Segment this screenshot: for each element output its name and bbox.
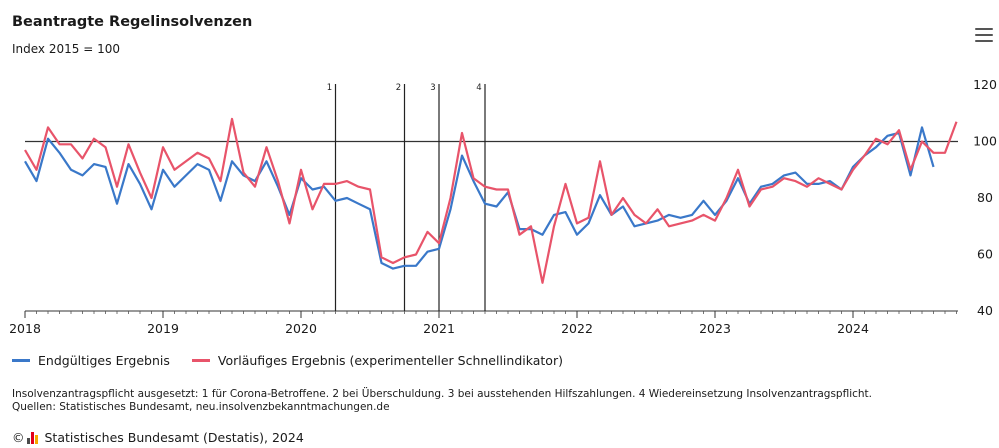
chart-subtitle: Index 2015 = 100 <box>12 42 120 56</box>
hamburger-menu-icon[interactable] <box>975 28 993 42</box>
copyright-symbol: © <box>12 430 25 445</box>
x-tick-label: 2023 <box>699 321 731 336</box>
legend-label-final: Endgültiges Ergebnis <box>38 353 170 368</box>
x-tick-label: 2019 <box>147 321 179 336</box>
chart-footnote: Insolvenzantragspflicht ausgesetzt: 1 fü… <box>12 388 872 414</box>
y-tick-label: 100 <box>973 134 997 149</box>
chart-title: Beantragte Regelinsolvenzen <box>12 14 253 30</box>
footnote-line-2: Quellen: Statistisches Bundesamt, neu.in… <box>12 401 390 413</box>
series-line-preliminary <box>24 117 958 284</box>
x-tick-label: 2022 <box>561 321 593 336</box>
legend-swatch-preliminary <box>191 359 210 362</box>
legend-swatch-final <box>12 359 30 362</box>
destatis-logo-icon <box>26 431 39 444</box>
legend-item-final[interactable]: Endgültiges Ergebnis <box>12 353 170 368</box>
footnote-line-1: Insolvenzantragspflicht ausgesetzt: 1 fü… <box>12 388 872 400</box>
x-tick-label: 2018 <box>9 321 41 336</box>
annotation-label-1: 1 <box>327 83 332 93</box>
annotation-label-4: 4 <box>476 83 481 93</box>
legend-item-preliminary[interactable]: Vorläufiges Ergebnis (experimenteller Sc… <box>191 353 563 368</box>
legend-label-preliminary: Vorläufiges Ergebnis (experimenteller Sc… <box>217 353 563 368</box>
y-tick-label: 120 <box>973 77 997 92</box>
y-tick-label: 80 <box>977 190 993 205</box>
annotation-label-2: 2 <box>396 83 401 93</box>
y-tick-label: 60 <box>977 247 993 262</box>
x-tick-label: 2021 <box>423 321 455 336</box>
credit-line: © Statistisches Bundesamt (Destatis), 20… <box>12 430 304 445</box>
x-tick-label: 2024 <box>837 321 869 336</box>
x-tick-label: 2020 <box>285 321 317 336</box>
series-line-final <box>24 126 935 270</box>
credit-text: Statistisches Bundesamt (Destatis), 2024 <box>44 430 304 445</box>
annotation-label-3: 3 <box>430 83 435 93</box>
y-tick-label: 40 <box>977 303 993 318</box>
line-chart: 2018 2019 2020 2021 2022 2023 2024 40 60 80 100 120… <box>9 77 997 336</box>
chart-legend: Endgültiges Ergebnis Vorläufiges Ergebni… <box>12 353 585 368</box>
